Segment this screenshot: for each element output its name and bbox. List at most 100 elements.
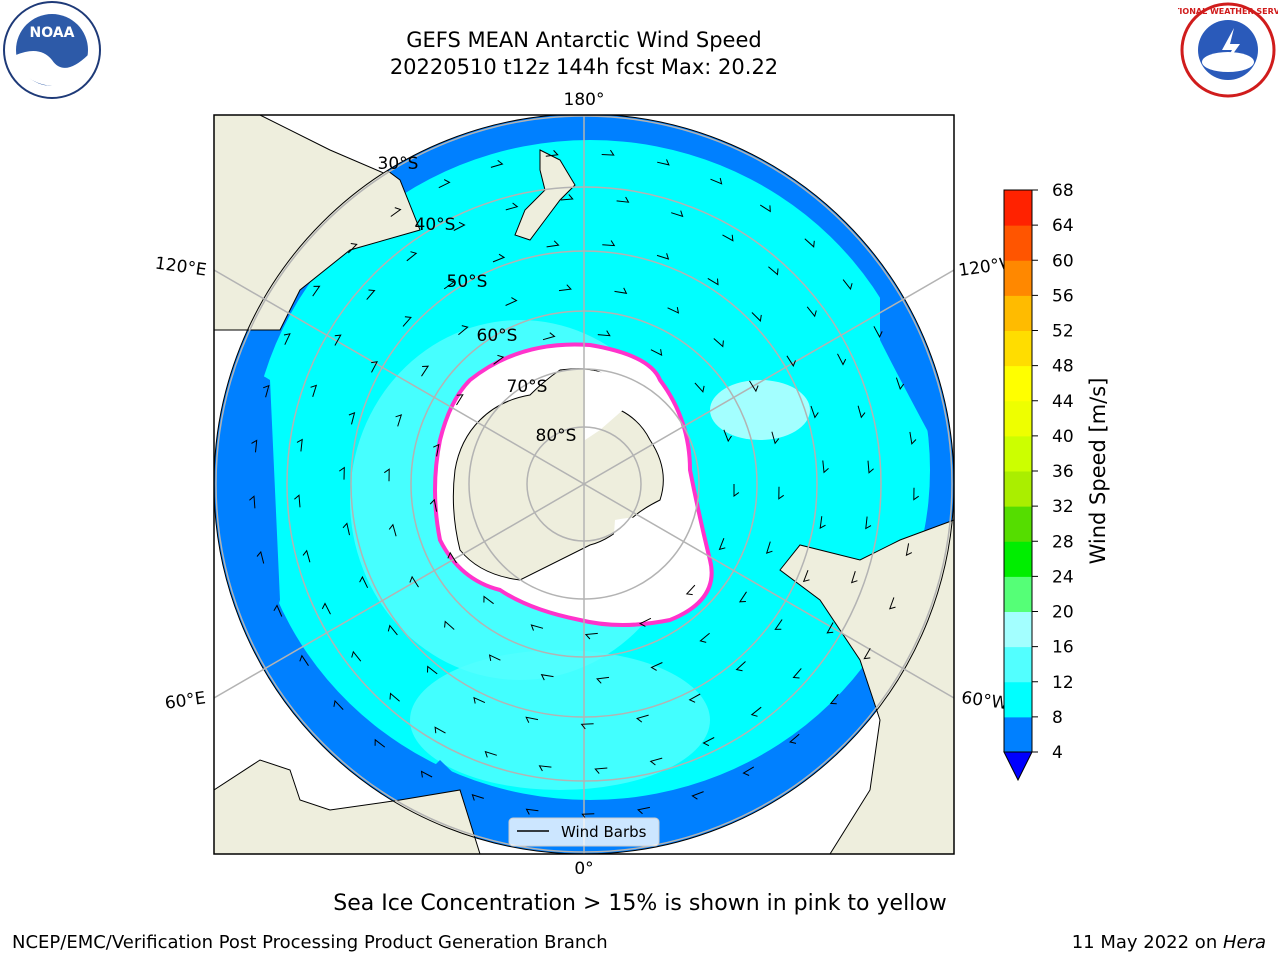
colorbar-segment	[1004, 646, 1032, 683]
svg-text:NOAA: NOAA	[30, 25, 75, 41]
wind-barb	[389, 692, 400, 702]
chart-title: GEFS MEAN Antarctic Wind Speed	[406, 28, 762, 52]
colorbar-segment	[1004, 435, 1032, 472]
colorbar-tick-label: 28	[1052, 532, 1074, 552]
wind-barb	[488, 654, 501, 661]
colorbar-label: Wind Speed [m/s]	[1086, 378, 1110, 565]
wind-barb	[456, 394, 464, 406]
wind-barb	[699, 632, 710, 643]
wind-barb	[505, 297, 518, 306]
lon-label-120e: 120°E	[154, 254, 208, 281]
wind-barb	[850, 571, 858, 584]
wind-barb	[742, 766, 755, 776]
wind-barb	[434, 726, 446, 734]
wind-barb	[545, 150, 559, 157]
wind-barb	[560, 194, 574, 201]
wind-barb	[263, 384, 270, 398]
wind-barb	[636, 714, 649, 723]
nws-logo: NATIONAL WEATHER SERVICE	[1178, 2, 1278, 98]
wind-barb	[312, 285, 321, 297]
lat-label-40s: 40°S	[415, 215, 456, 235]
wind-barb	[804, 238, 815, 248]
colorbar-segment	[1004, 506, 1032, 542]
wind-barb	[594, 767, 608, 774]
wind-barb	[387, 624, 398, 636]
wind-barb	[483, 595, 494, 605]
wind-barb	[471, 794, 484, 801]
wind-barb	[538, 765, 552, 772]
colorbar-segment	[1004, 225, 1032, 261]
wind-barb	[302, 549, 311, 563]
wind-barb	[759, 204, 771, 213]
colorbar-tick-label: 68	[1052, 181, 1074, 201]
wind-barb	[473, 696, 486, 704]
wind-barb	[443, 279, 456, 290]
wind-barb	[453, 221, 466, 231]
lat-label-30s: 30°S	[378, 154, 419, 174]
wind-barb	[296, 438, 303, 452]
wind-barb	[584, 632, 598, 640]
lat-label-60s: 60°S	[477, 326, 518, 346]
wind-barb	[909, 431, 917, 445]
footer-date: 11 May 2022 on Hera	[1072, 932, 1266, 953]
wind-barb	[374, 738, 386, 748]
wind-barb	[806, 306, 817, 318]
colorbar-tick-label: 24	[1052, 567, 1074, 587]
wind-barb	[650, 662, 663, 671]
wind-barb	[738, 591, 747, 603]
wind-barb	[447, 551, 457, 564]
svg-text:NATIONAL WEATHER SERVICE: NATIONAL WEATHER SERVICE	[1178, 7, 1278, 16]
wind-barb	[713, 338, 724, 348]
colorbar-tick-label: 56	[1052, 286, 1074, 306]
wind-barb	[671, 210, 684, 218]
wind-barb	[863, 647, 871, 660]
wind-barb	[913, 487, 919, 501]
wind-barb	[667, 307, 680, 314]
wind-barb	[249, 495, 256, 509]
colorbar-tick-label: 36	[1052, 462, 1074, 482]
wind-barb	[722, 234, 734, 242]
lat-label-80s: 80°S	[536, 426, 577, 446]
wind-band-light-2	[710, 380, 810, 440]
footer-branch: NCEP/EMC/Verification Post Processing Pr…	[12, 932, 608, 953]
colorbar-tick-label: 32	[1052, 497, 1074, 517]
wind-barb	[427, 665, 438, 675]
wind-barb	[406, 251, 418, 262]
colorbar-segment	[1004, 330, 1032, 367]
wind-barb	[371, 361, 378, 373]
wind-barb	[735, 661, 746, 672]
wind-barb	[905, 543, 913, 557]
colorbar-tick-label: 40	[1052, 427, 1074, 447]
wind-barb	[768, 266, 779, 276]
wind-barb	[299, 654, 309, 666]
wind-barb	[865, 516, 872, 530]
wind-barb	[688, 693, 701, 703]
wind-barb	[829, 693, 839, 705]
wind-barb	[749, 380, 759, 393]
colorbar-tick-label: 16	[1052, 638, 1074, 658]
lon-label-180: 180°	[564, 90, 605, 110]
wind-band-light-3	[410, 650, 710, 790]
map-frame	[213, 114, 955, 855]
colorbar-tick-label: 44	[1052, 392, 1074, 412]
wind-barb	[602, 240, 616, 247]
wind-barb	[614, 287, 628, 294]
colorbar-segment	[1004, 260, 1032, 296]
wind-barb	[842, 279, 853, 291]
wind-barb	[347, 243, 358, 254]
colorbar-tick-label: 4	[1052, 743, 1063, 763]
wind-barb	[691, 791, 704, 800]
wind-barb	[530, 624, 544, 631]
wind-barb	[433, 443, 440, 457]
wind-barbs	[249, 149, 919, 820]
colorbar-segment	[1004, 576, 1032, 612]
wind-barb	[685, 584, 696, 596]
wind-barb	[273, 604, 283, 617]
wind-barb	[601, 149, 615, 156]
footer-date-text: 11 May 2022 on	[1071, 932, 1223, 953]
wind-barb	[751, 312, 762, 322]
wind-barb	[334, 334, 342, 346]
graticule	[214, 115, 954, 854]
colorbar-segment	[1004, 541, 1032, 577]
wind-barb	[733, 484, 740, 497]
